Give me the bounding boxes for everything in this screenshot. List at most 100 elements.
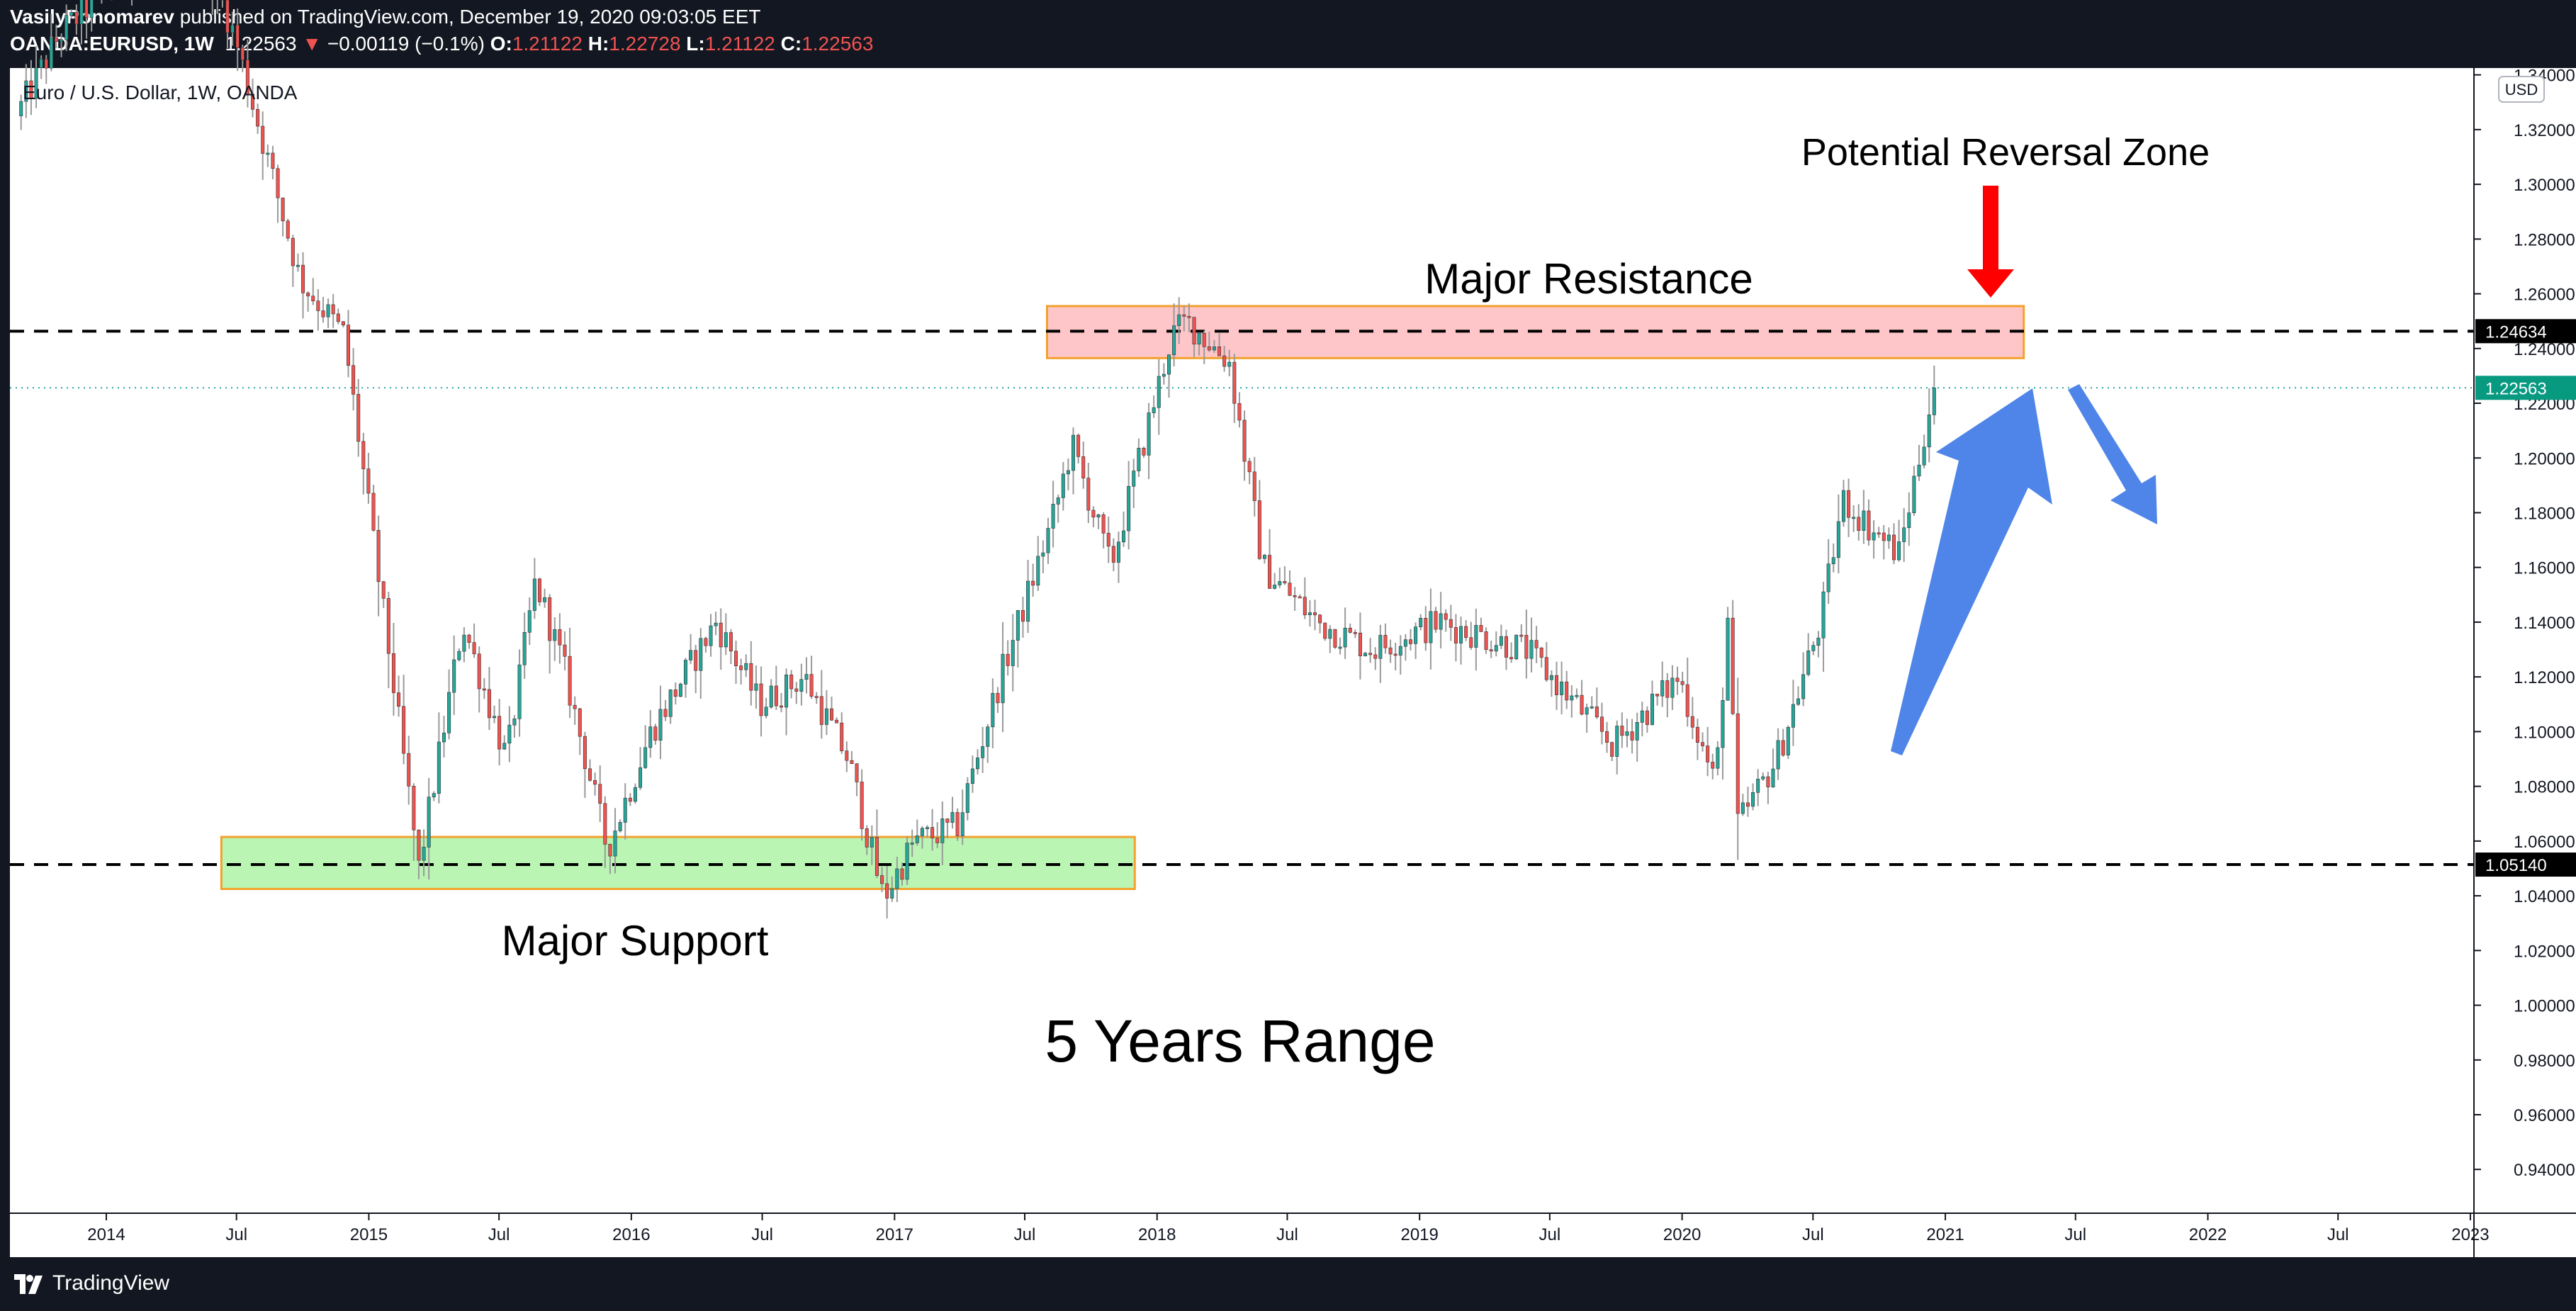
candle-body bbox=[1539, 648, 1543, 658]
candle-body bbox=[1932, 388, 1936, 415]
price-change: −0.00119 (−0.1%) bbox=[327, 33, 485, 55]
candle-body bbox=[326, 304, 330, 317]
candle-body bbox=[1323, 622, 1327, 639]
candle-body bbox=[1891, 534, 1896, 561]
candle-body bbox=[397, 692, 401, 707]
candle-body bbox=[1011, 640, 1015, 666]
candle-body bbox=[986, 726, 990, 747]
currency-badge[interactable] bbox=[2498, 76, 2545, 103]
candle-body bbox=[759, 683, 763, 716]
candle-body bbox=[301, 264, 305, 293]
candle-body bbox=[1585, 707, 1589, 715]
candle-body bbox=[1288, 583, 1292, 596]
candle-body bbox=[583, 736, 587, 770]
time-tick-label: 2023 bbox=[2451, 1225, 2489, 1244]
time-tick-label: 2022 bbox=[2189, 1225, 2227, 1244]
candle-body bbox=[1363, 653, 1368, 656]
candle-body bbox=[1373, 654, 1378, 659]
candle-body bbox=[910, 843, 914, 845]
currency-label: USD bbox=[2505, 81, 2538, 99]
candle-body bbox=[1852, 517, 1856, 519]
candle-body bbox=[1625, 731, 1629, 736]
candle-body bbox=[1091, 510, 1096, 518]
candle-body bbox=[1378, 635, 1383, 659]
candle-body bbox=[402, 706, 406, 754]
candle-body bbox=[1796, 698, 1801, 705]
candle-body bbox=[1927, 415, 1931, 448]
candle-body bbox=[895, 868, 899, 889]
candle-body bbox=[1081, 456, 1086, 479]
symbol-label[interactable]: OANDA:EURUSD, 1W bbox=[10, 33, 214, 55]
support-zone[interactable] bbox=[220, 835, 1136, 890]
candle-body bbox=[1514, 634, 1519, 660]
level-badge bbox=[2475, 853, 2576, 877]
candle-body bbox=[779, 705, 783, 708]
candle-body bbox=[487, 689, 491, 719]
candle-body bbox=[1424, 618, 1428, 643]
time-tick-label: 2014 bbox=[87, 1225, 125, 1244]
candle-body bbox=[991, 692, 995, 728]
candle-body bbox=[1519, 634, 1524, 637]
candle-body bbox=[1570, 695, 1574, 701]
candle-body bbox=[673, 690, 677, 697]
candle-body bbox=[386, 598, 390, 654]
candle-body bbox=[1886, 534, 1891, 541]
time-axis[interactable]: 2014 Jul 2015 Jul 2016 Jul 2017 Jul 2018 Jul 2019 J… bbox=[10, 1212, 2576, 1244]
candle-body bbox=[739, 665, 743, 670]
candle-body bbox=[1484, 631, 1488, 651]
candle-body bbox=[60, 39, 64, 42]
candle-body bbox=[351, 365, 356, 395]
candle-body bbox=[1610, 742, 1614, 757]
candle-body bbox=[1786, 727, 1790, 755]
candle-body bbox=[422, 847, 426, 861]
price-axis[interactable]: 0.94000 0.96000 0.98000 1.00000 1.02000 1.040… bbox=[2473, 67, 2576, 1257]
candle-body bbox=[1273, 585, 1277, 589]
candle-body bbox=[1348, 627, 1352, 633]
candle-body bbox=[729, 632, 733, 652]
time-tick-label: Jul bbox=[1014, 1225, 1036, 1244]
candle-body bbox=[1006, 653, 1010, 666]
candle-body bbox=[256, 108, 260, 127]
candle-body bbox=[824, 708, 828, 725]
candle-body bbox=[1877, 532, 1881, 535]
candle-body bbox=[683, 660, 687, 685]
tradingview-logo-icon[interactable] bbox=[13, 1273, 44, 1295]
candle-body bbox=[890, 888, 894, 899]
candle-body bbox=[1902, 527, 1906, 542]
down-projection-arrow-icon[interactable] bbox=[2068, 384, 2157, 524]
time-tick-label: Jul bbox=[488, 1225, 510, 1244]
price-tick-label: 1.02000 bbox=[2514, 942, 2575, 961]
candle-body bbox=[860, 782, 864, 829]
candle-body bbox=[1101, 514, 1106, 534]
candle-body bbox=[1444, 613, 1448, 620]
time-tick-label: Jul bbox=[2064, 1225, 2086, 1244]
up-projection-arrow-icon[interactable] bbox=[1891, 388, 2052, 755]
candle-body bbox=[578, 708, 582, 737]
low-label: L: bbox=[686, 33, 705, 55]
candle-body bbox=[855, 763, 859, 782]
candle-body bbox=[1338, 646, 1342, 649]
time-tick-label: 2015 bbox=[350, 1225, 388, 1244]
tradingview-brand[interactable]: TradingView bbox=[52, 1271, 170, 1295]
candle-body bbox=[1278, 581, 1282, 585]
plot-background bbox=[10, 68, 2576, 1257]
candle-body bbox=[900, 868, 904, 880]
candle-body bbox=[462, 634, 466, 652]
candle-body bbox=[1051, 504, 1055, 529]
candle-body bbox=[1711, 762, 1715, 769]
candle-body bbox=[1594, 706, 1599, 718]
candle-body bbox=[1761, 776, 1765, 780]
down-arrow-shaft[interactable] bbox=[1983, 186, 1998, 271]
candle-body bbox=[1086, 478, 1091, 511]
candle-body bbox=[1821, 591, 1826, 638]
candle-body bbox=[1836, 521, 1840, 558]
candle-body bbox=[1806, 651, 1811, 675]
publish-info: published on TradingView.com, December 1… bbox=[179, 6, 761, 28]
candle-body bbox=[361, 441, 366, 469]
candle-body bbox=[1449, 619, 1453, 628]
candle-body bbox=[714, 622, 718, 626]
candle-body bbox=[1182, 314, 1186, 317]
down-arrow-icon[interactable] bbox=[1967, 269, 2014, 298]
candle-body bbox=[1127, 485, 1131, 531]
